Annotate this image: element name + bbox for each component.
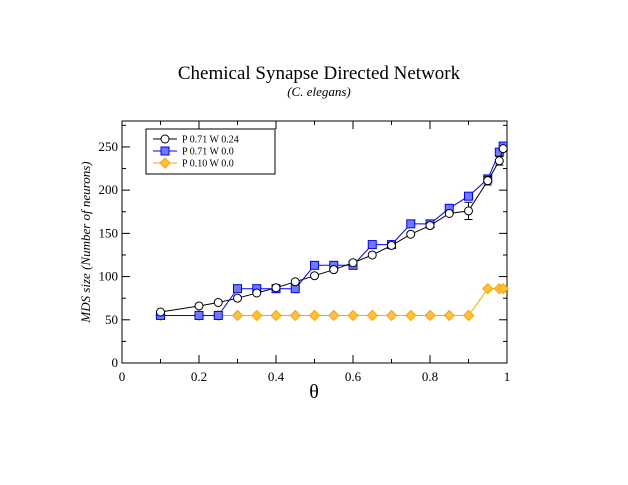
- chart-subtitle: (C. elegans): [287, 84, 351, 99]
- data-point: [498, 144, 508, 154]
- y-tick-label: 200: [99, 182, 119, 197]
- series-circle: [156, 144, 508, 317]
- data-point: [497, 282, 509, 295]
- data-point: [251, 309, 263, 322]
- x-tick-label: 0: [119, 369, 126, 384]
- legend-marker: [159, 157, 171, 169]
- data-point: [387, 240, 396, 250]
- x-tick-label: 0.6: [345, 369, 362, 384]
- legend-marker: [160, 134, 170, 144]
- legend: P 0.71 W 0.24P 0.71 W 0.0P 0.10 W 0.0: [145, 128, 276, 175]
- data-point: [367, 250, 377, 260]
- data-point: [271, 283, 281, 293]
- data-point: [462, 309, 475, 322]
- x-tick-label: 0.8: [422, 369, 438, 384]
- y-tick-label: 250: [99, 139, 119, 154]
- data-point: [482, 282, 494, 295]
- legend-label: P 0.71 W 0.24: [182, 135, 239, 146]
- data-point: [213, 310, 223, 320]
- series-diamond: [154, 282, 509, 322]
- data-point: [366, 309, 378, 322]
- chart-title: Chemical Synapse Directed Network: [178, 63, 461, 84]
- data-point: [443, 309, 455, 322]
- data-point: [464, 191, 473, 201]
- data-point: [156, 307, 165, 317]
- data-point: [233, 293, 242, 303]
- data-point: [406, 219, 416, 229]
- x-tick-label: 0.2: [191, 369, 207, 384]
- x-tick-label: 1: [504, 369, 511, 384]
- y-axis-label: MDS size (Number of neurons): [78, 161, 93, 323]
- y-tick-label: 0: [112, 355, 119, 370]
- data-point: [385, 309, 398, 322]
- data-point: [310, 260, 319, 270]
- axis-ticks: 0 0.2 0.4 0.6 0.8 1 0 50 100 150 200 250: [99, 121, 511, 384]
- data-point: [310, 271, 319, 281]
- data-point: [231, 309, 244, 322]
- data-point: [329, 265, 339, 275]
- data-point: [289, 309, 301, 322]
- y-tick-label: 100: [99, 269, 119, 284]
- data-point: [290, 277, 300, 287]
- series-line: [160, 288, 504, 316]
- x-tick-label: 0.4: [268, 369, 285, 384]
- legend-marker: [160, 146, 170, 156]
- data-point: [425, 221, 435, 231]
- data-point: [348, 258, 358, 268]
- data-point: [405, 309, 417, 322]
- data-point: [494, 156, 504, 166]
- data-point: [308, 309, 321, 322]
- data-point: [367, 240, 377, 250]
- data-point: [270, 309, 282, 322]
- data-point: [464, 206, 473, 216]
- data-point: [194, 310, 204, 320]
- data-point: [252, 288, 262, 298]
- data-point: [444, 208, 454, 218]
- x-axis-label: θ: [309, 381, 319, 403]
- data-point: [347, 309, 359, 322]
- y-tick-label: 150: [99, 225, 119, 240]
- data-point: [483, 176, 493, 186]
- data-point: [213, 298, 223, 307]
- data-point: [233, 284, 242, 294]
- legend-label: P 0.10 W 0.0: [182, 159, 234, 170]
- series-layer: [154, 141, 509, 322]
- data-point: [406, 229, 416, 239]
- legend-label: P 0.71 W 0.0: [182, 147, 234, 158]
- y-tick-label: 50: [105, 312, 118, 327]
- data-point: [328, 309, 340, 322]
- data-point: [194, 301, 204, 311]
- data-point: [424, 309, 436, 322]
